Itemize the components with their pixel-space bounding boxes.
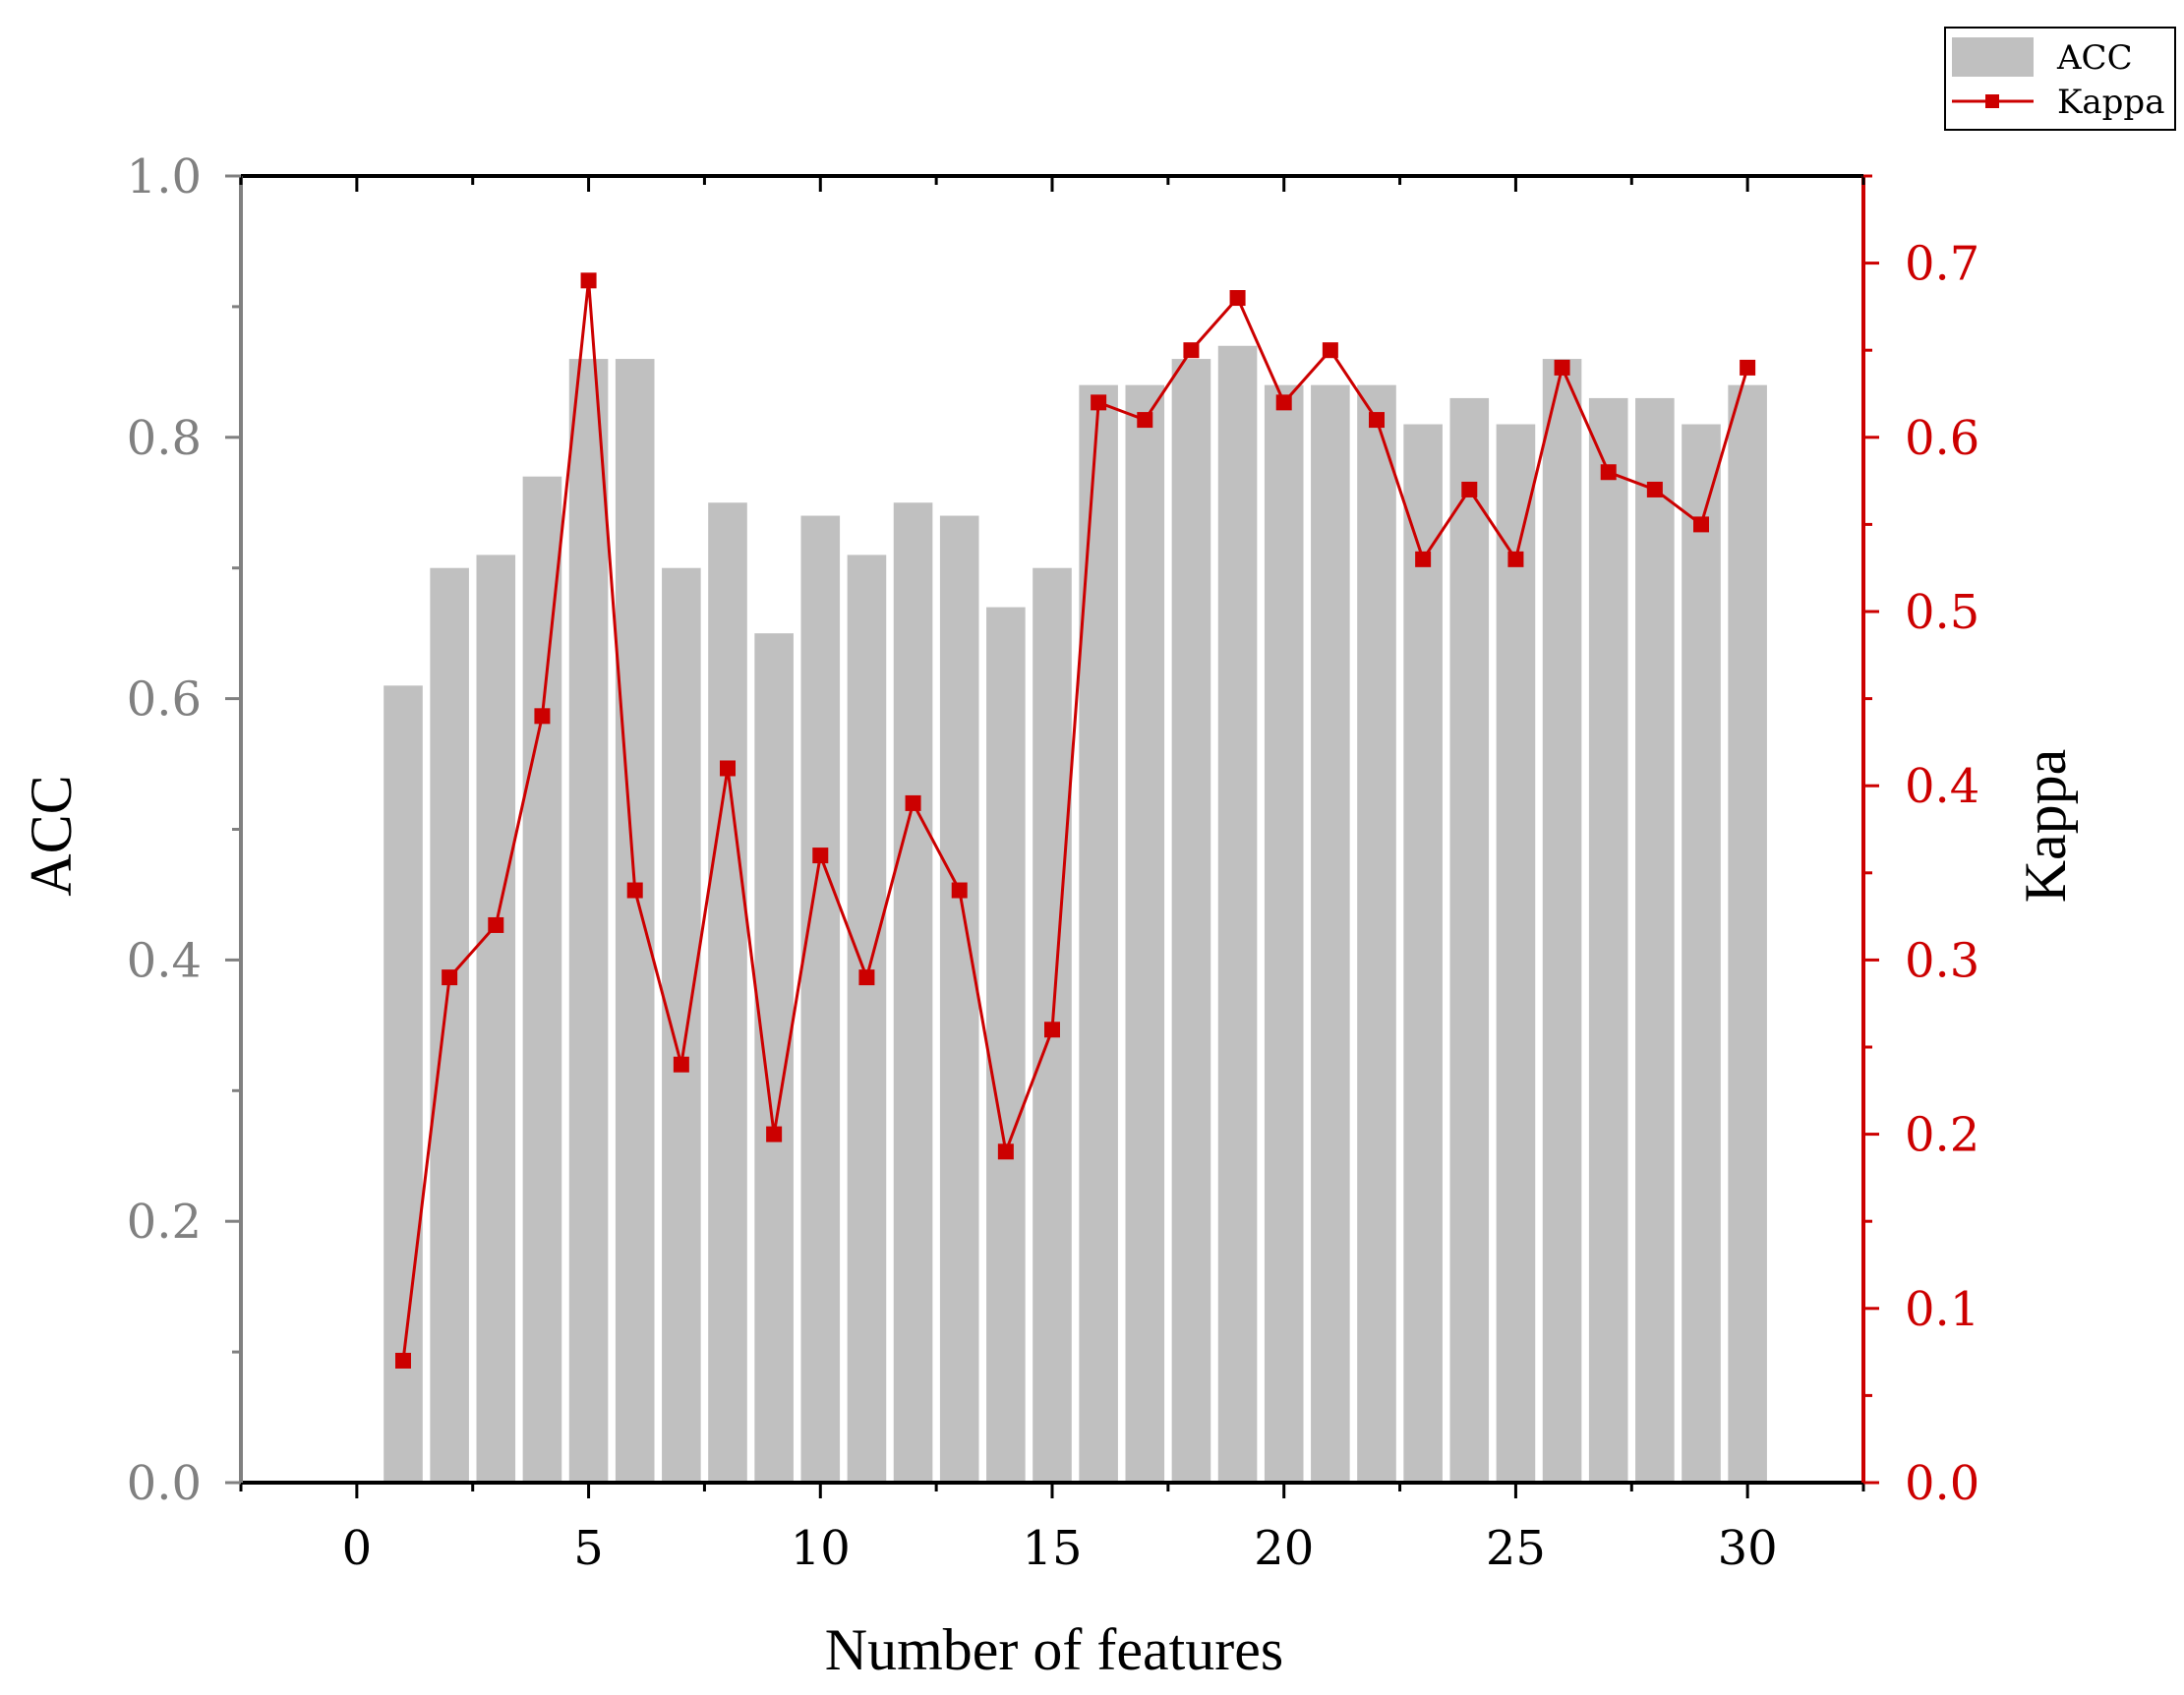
acc-bar: [708, 502, 747, 1483]
x-tick-label: 0: [342, 1521, 373, 1576]
kappa-marker: [1044, 1022, 1060, 1038]
acc-bar: [1125, 384, 1165, 1483]
acc-bar: [430, 567, 469, 1483]
y-tick-label-left: 0.4: [127, 933, 202, 988]
y-tick-label-right: 0.3: [1905, 933, 1979, 988]
kappa-marker: [1275, 394, 1292, 411]
acc-bar: [800, 515, 841, 1483]
acc-bar: [1311, 384, 1350, 1483]
acc-bar: [568, 359, 609, 1483]
y-tick-label-left: 0.6: [127, 672, 202, 728]
y-tick-label-left: 0.2: [127, 1195, 202, 1250]
kappa-marker: [1322, 342, 1338, 359]
acc-bar: [986, 607, 1026, 1483]
kappa-marker: [580, 272, 597, 289]
kappa-marker: [1183, 342, 1200, 359]
y-tick-label-right: 0.7: [1905, 237, 1979, 292]
y-tick-label-left: 0.0: [127, 1456, 202, 1511]
kappa-marker: [1369, 412, 1385, 429]
kappa-marker: [812, 848, 829, 864]
kappa-marker: [1091, 394, 1107, 411]
kappa-marker: [858, 969, 875, 986]
kappa-marker: [1600, 464, 1617, 481]
axes: 0 5 10 15 20 25 30 0.0 0.2 0.4 0.6 0.8 1.0 0.0 0.1 0.2 0…: [127, 149, 1980, 1576]
kappa-marker: [673, 1056, 689, 1073]
y-tick-label-left: 0.8: [127, 411, 202, 466]
acc-bar: [893, 502, 933, 1483]
y-tick-label-left: 1.0: [127, 149, 202, 205]
acc-bar: [847, 555, 887, 1483]
acc-bar: [1171, 359, 1211, 1483]
acc-bar: [1217, 345, 1258, 1483]
legend-swatch-acc: [1952, 37, 2034, 77]
kappa-marker: [766, 1126, 783, 1142]
y-tick-label-right: 0.0: [1905, 1456, 1979, 1511]
x-tick-label: 20: [1254, 1521, 1314, 1576]
x-tick-label: 10: [791, 1521, 851, 1576]
kappa-marker: [395, 1352, 411, 1369]
kappa-marker: [1693, 516, 1709, 533]
acc-bar: [1588, 397, 1628, 1484]
acc-bars: [384, 345, 1767, 1484]
y-tick-label-right: 0.2: [1905, 1108, 1979, 1163]
kappa-marker: [534, 708, 551, 725]
kappa-marker: [442, 969, 458, 986]
x-axis-title: Number of features: [825, 1617, 1283, 1682]
acc-bar: [1079, 384, 1118, 1483]
x-tick-label: 5: [573, 1521, 604, 1576]
kappa-marker: [720, 760, 736, 777]
kappa-marker: [1507, 551, 1524, 567]
acc-bar: [1264, 384, 1304, 1483]
kappa-marker: [1646, 481, 1663, 497]
acc-bar: [1728, 384, 1767, 1483]
acc-bar: [1403, 424, 1443, 1483]
legend: ACC Kappa: [1944, 27, 2176, 131]
acc-bar: [1496, 424, 1536, 1483]
acc-bar: [476, 555, 516, 1483]
legend-label-kappa: Kappa: [2057, 83, 2164, 122]
kappa-marker: [1415, 551, 1432, 567]
y-axis-title-left: ACC: [19, 775, 84, 896]
y-tick-label-right: 0.6: [1905, 411, 1979, 466]
kappa-marker: [1461, 481, 1478, 497]
acc-bar: [662, 567, 701, 1483]
kappa-series-line: [401, 280, 1749, 1362]
kappa-marker: [951, 882, 968, 899]
kappa-marker: [997, 1143, 1014, 1160]
y-axis-title-right: Kappa: [2013, 749, 2078, 904]
kappa-marker: [626, 882, 643, 899]
legend-marker-kappa: [1985, 94, 1999, 108]
kappa-line: [395, 272, 1756, 1369]
kappa-marker: [1137, 412, 1153, 429]
legend-label-acc: ACC: [2056, 38, 2133, 78]
y-tick-label-right: 0.5: [1905, 585, 1979, 640]
x-tick-label: 15: [1022, 1521, 1082, 1576]
y-tick-label-right: 0.1: [1905, 1282, 1979, 1337]
kappa-marker: [1740, 359, 1756, 376]
acc-bar: [1635, 397, 1675, 1484]
acc-bar: [1449, 397, 1490, 1484]
kappa-marker: [488, 916, 504, 933]
acc-bar: [615, 359, 655, 1483]
kappa-marker: [1229, 290, 1246, 307]
acc-bar: [939, 515, 979, 1483]
kappa-marker: [905, 794, 921, 811]
acc-bar: [1682, 424, 1721, 1483]
x-tick-label: 30: [1718, 1521, 1778, 1576]
x-tick-label: 25: [1486, 1521, 1546, 1576]
kappa-marker: [1554, 359, 1570, 376]
y-tick-label-right: 0.4: [1905, 759, 1979, 814]
acc-bar: [522, 476, 562, 1483]
acc-bar: [1357, 384, 1396, 1483]
acc-bar: [1542, 359, 1582, 1483]
